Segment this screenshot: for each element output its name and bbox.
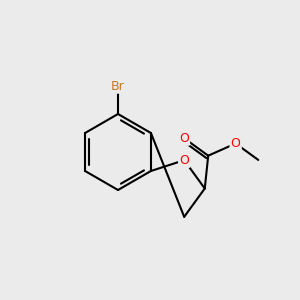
Text: Br: Br — [111, 80, 125, 92]
Text: O: O — [231, 137, 241, 150]
Text: O: O — [179, 154, 189, 167]
Text: O: O — [179, 131, 189, 145]
